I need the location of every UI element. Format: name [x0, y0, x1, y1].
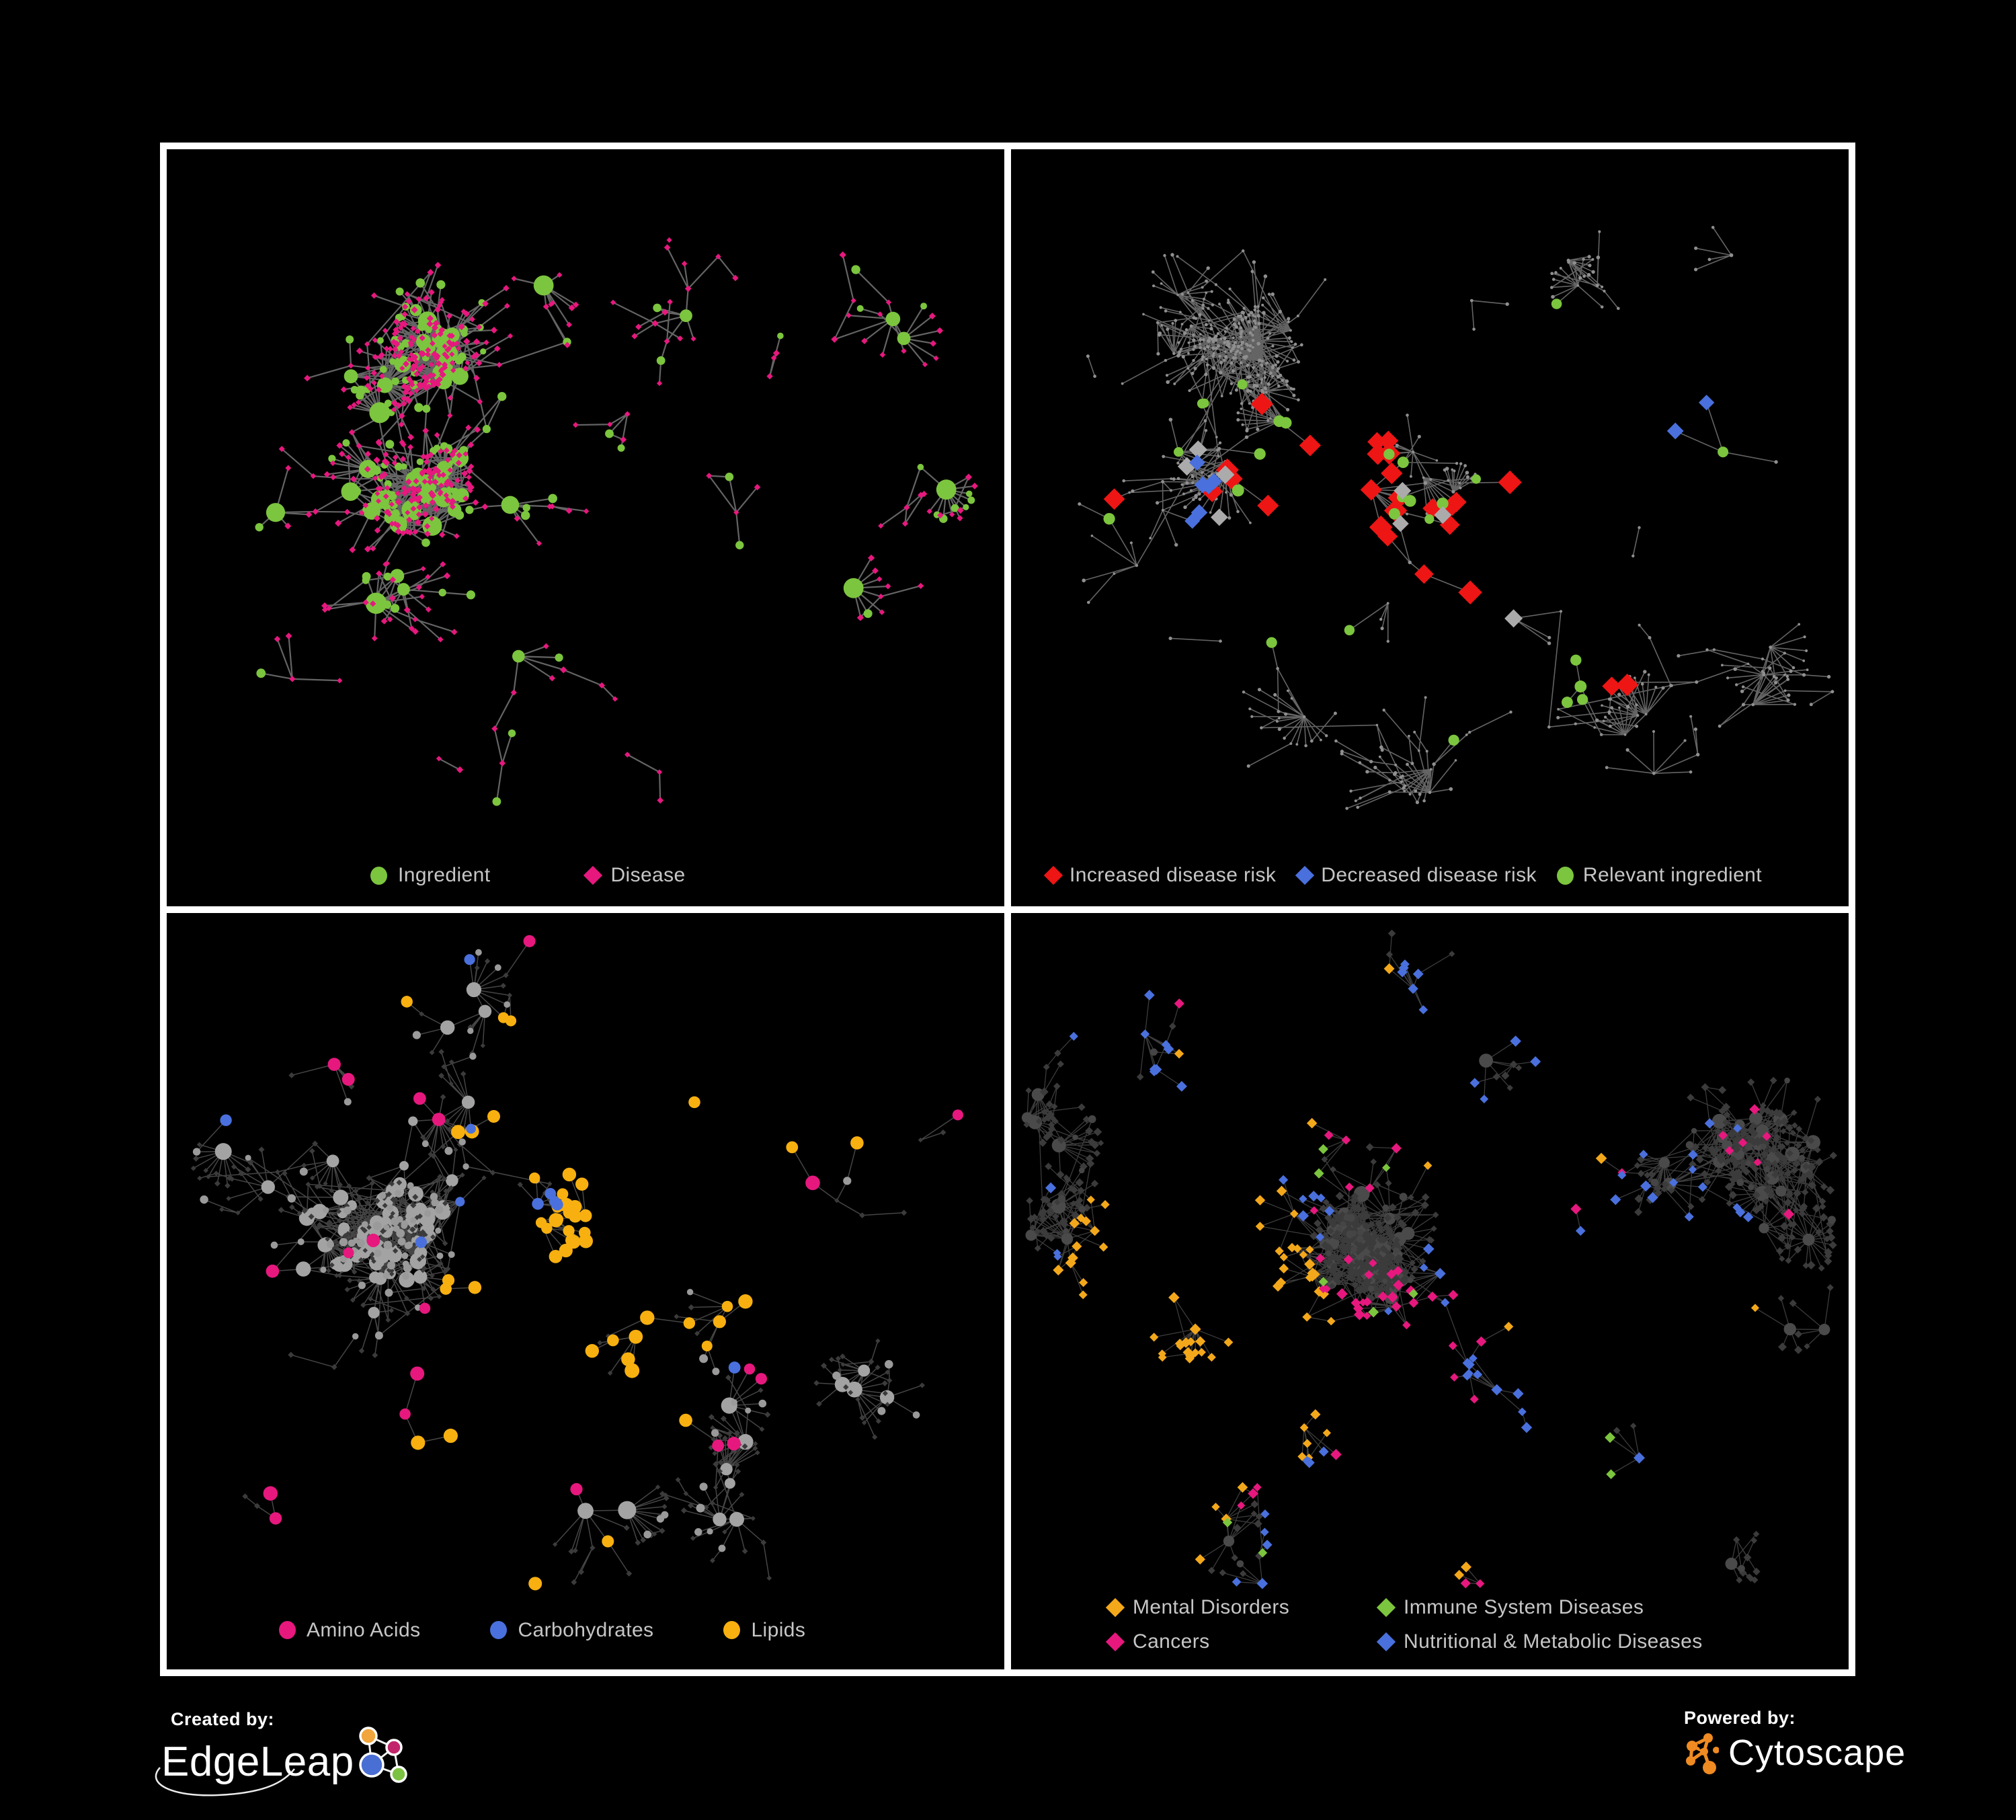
legend-item: Amino Acids — [279, 1619, 420, 1642]
legend-item: Cancers — [1105, 1630, 1377, 1653]
legend-nutrient-classes: Amino Acids Carbohydrates Lipids — [279, 1619, 805, 1642]
powered-by-label: Powered by: — [1684, 1708, 1796, 1728]
legend-label: Disease — [610, 864, 686, 886]
circle-marker-icon — [370, 866, 387, 885]
diamond-marker-icon — [1105, 1597, 1125, 1617]
legend-label: Lipids — [751, 1618, 806, 1641]
legend-disease-classes: Mental Disorders Immune System Diseases Ca… — [1105, 1595, 1703, 1653]
node-circles — [1078, 225, 1834, 810]
legend-label: Amino Acids — [307, 1618, 421, 1641]
circle-marker-icon — [723, 1621, 741, 1639]
network-graph-disease-classes — [1021, 929, 1837, 1589]
network-graph-disease-risk — [1078, 225, 1834, 810]
edgeleap-node-orange — [358, 1727, 378, 1745]
network-graph-nutrient-classes — [190, 935, 963, 1590]
legend-label: Ingredient — [398, 864, 491, 886]
legend-item: Decreased disease risk — [1295, 864, 1537, 887]
legend-disease-risk: Increased disease risk Decreased disease … — [1043, 864, 1762, 887]
panel-disease-classes: Mental Disorders Immune System Diseases Ca… — [1011, 912, 1849, 1669]
edgeleap-node-blue — [358, 1752, 385, 1778]
diamond-marker-icon — [1105, 1632, 1125, 1651]
legend-item: Increased disease risk — [1043, 864, 1277, 887]
highlight-circles — [401, 995, 864, 1590]
highlight-diamonds — [1174, 998, 1795, 1588]
legend-label: Nutritional & Metabolic Diseases — [1404, 1630, 1703, 1653]
powered-by-block: Powered by: Cytoscape — [1684, 1708, 1906, 1774]
edgeleap-brand: EdgeLeap — [161, 1738, 354, 1785]
edgeleap-node-green — [389, 1766, 407, 1783]
diamond-marker-icon — [1043, 865, 1063, 885]
legend-item: Lipids — [723, 1619, 805, 1642]
highlight-circles — [1103, 299, 1729, 746]
legend-item: Carbohydrates — [490, 1619, 653, 1642]
legend-item: Immune System Diseases — [1376, 1595, 1703, 1619]
highlight-diamonds — [1103, 393, 1639, 697]
diamond-marker-icon — [583, 865, 603, 885]
circle-marker-icon — [279, 1621, 296, 1639]
network-graph-ingredient-disease — [255, 237, 978, 806]
legend-item: Nutritional & Metabolic Diseases — [1376, 1630, 1703, 1653]
legend-label: Carbohydrates — [518, 1618, 654, 1641]
created-by-block: Created by: EdgeLeap — [155, 1709, 431, 1796]
legend-label: Mental Disorders — [1133, 1595, 1290, 1618]
panel-ingredient-disease: Ingredient Disease — [167, 149, 1004, 906]
legend-label: Cancers — [1133, 1630, 1210, 1653]
diamond-marker-icon — [1295, 865, 1315, 885]
circle-marker-icon — [1556, 866, 1574, 885]
legend-item: Relevant ingredient — [1556, 864, 1762, 887]
legend-label: Immune System Diseases — [1404, 1595, 1644, 1618]
cytoscape-brand: Cytoscape — [1728, 1733, 1906, 1773]
legend-label: Relevant ingredient — [1582, 864, 1762, 886]
node-circles — [255, 265, 975, 806]
highlight-circles — [220, 953, 741, 1374]
circle-marker-icon — [490, 1621, 508, 1639]
legend-label: Increased disease risk — [1070, 864, 1277, 886]
legend-ingredient-disease: Ingredient Disease — [370, 864, 686, 887]
edges — [1026, 933, 1834, 1584]
panel-nutrient-classes: Amino Acids Carbohydrates Lipids — [167, 912, 1004, 1669]
legend-item: Disease — [583, 864, 686, 887]
edgeleap-logo-icon — [358, 1727, 407, 1783]
panel-disease-risk: Increased disease risk Decreased disease … — [1011, 149, 1849, 906]
legend-label: Decreased disease risk — [1321, 864, 1537, 886]
diamond-marker-icon — [1376, 1597, 1396, 1617]
cytoscape-logo-icon — [1686, 1733, 1719, 1774]
node-circles — [1057, 1047, 1836, 1573]
panel-grid: Ingredient Disease Increased disease risk… — [160, 143, 1855, 1676]
node-diamonds — [274, 237, 978, 804]
edgeleap-node-pink — [385, 1739, 403, 1756]
highlight-circles — [263, 935, 963, 1525]
diamond-marker-icon — [1376, 1632, 1396, 1651]
edges — [193, 940, 959, 1583]
legend-item: Ingredient — [370, 864, 490, 887]
created-by-label: Created by: — [171, 1709, 275, 1729]
edges — [258, 247, 975, 802]
legend-item: Mental Disorders — [1105, 1595, 1377, 1619]
